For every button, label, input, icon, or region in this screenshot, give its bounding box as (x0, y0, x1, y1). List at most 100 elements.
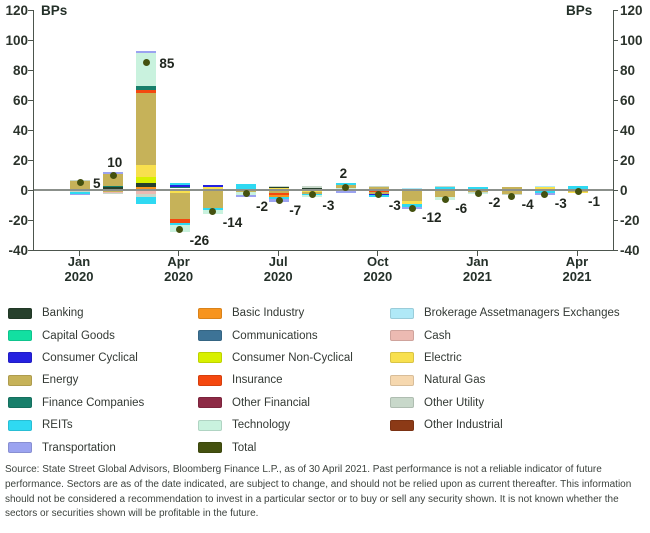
left-axis-tick (28, 189, 33, 191)
x-axis-label-2021-01: Jan 2021 (462, 254, 492, 284)
segment-electric (402, 201, 422, 204)
right-axis-tick (613, 189, 618, 191)
segment-electric (269, 188, 290, 190)
left-axis-tick-label: -40 (8, 242, 28, 258)
right-axis-tick-label: 80 (620, 62, 636, 78)
segment-other_utility (103, 192, 124, 195)
legend: Banking Capital Goods Consumer Cyclical Ene… (0, 302, 650, 459)
legend-column-2: Brokerage Assetmanagers Exchanges Cash Ele… (390, 302, 646, 459)
right-axis-tick-label: 120 (620, 2, 643, 18)
legend-item-electric: Electric (390, 347, 646, 369)
legend-item-natural_gas: Natural Gas (390, 369, 646, 391)
segment-other_utility (70, 190, 90, 193)
x-axis-tick (377, 251, 379, 256)
right-axis-tick-label: 40 (620, 122, 636, 138)
x-axis-tick (78, 251, 80, 256)
plot-area: 5 10 85 -26 -14 -2 -7 -3 2 -3 -12 -6 -2 -4 -3 -1 (33, 10, 614, 251)
legend-label: Brokerage Assetmanagers Exchanges (424, 307, 620, 320)
x-axis-label-2021-04: Apr 2021 (562, 254, 592, 284)
communications-swatch-icon (198, 330, 222, 342)
segment-energy (368, 187, 389, 190)
consumer_cyclical-swatch-icon (8, 352, 32, 364)
right-axis-tick-label: 20 (620, 152, 636, 168)
other_industrial-swatch-icon (390, 419, 414, 431)
segment-energy (103, 174, 124, 187)
left-axis-tick (28, 129, 33, 131)
left-axis-tick (28, 9, 33, 11)
segment-consumer_cyclical (202, 184, 223, 187)
segment-electric (534, 186, 555, 189)
segment-brokerage (402, 187, 422, 189)
finance_companies-swatch-icon (8, 397, 32, 409)
insurance-swatch-icon (198, 374, 222, 386)
consumer_non_cyclical-swatch-icon (198, 352, 222, 364)
right-axis-tick (613, 99, 618, 101)
right-axis-tick (613, 249, 618, 251)
segment-reits (468, 186, 489, 189)
value-label-2020-08: -3 (322, 197, 335, 213)
segment-energy (136, 92, 157, 165)
segment-other_utility (368, 186, 389, 187)
left-axis-tick-label: 0 (20, 182, 28, 198)
total-dot-2020-07 (275, 197, 283, 204)
legend-item-cash: Cash (390, 324, 646, 346)
left-axis-tick-label: 60 (12, 92, 28, 108)
segment-electric (169, 190, 190, 193)
left-axis-tick-label: 40 (12, 122, 28, 138)
left-axis-tick-label: -20 (8, 212, 28, 228)
transportation-swatch-icon (8, 442, 32, 454)
segment-reits (169, 182, 190, 185)
segment-consumer_non_cyclical (136, 176, 157, 183)
left-axis-unit: BPs (41, 3, 68, 18)
legend-label: Transportation (42, 441, 116, 454)
total-dot-2021-01 (474, 189, 482, 197)
segment-reits (136, 196, 157, 205)
basic_industry-swatch-icon (198, 307, 222, 319)
x-axis-tick (476, 251, 479, 256)
segment-other_utility (435, 186, 456, 188)
x-axis-tick (576, 251, 578, 256)
segment-reits (236, 184, 256, 190)
value-label-2020-07: -7 (289, 203, 302, 218)
segment-technology (136, 52, 157, 86)
legend-label: Natural Gas (424, 374, 486, 387)
right-axis-tick-label: -40 (620, 242, 640, 258)
segment-brokerage (534, 185, 555, 187)
left-axis-tick-label: 100 (5, 32, 28, 48)
right-axis-tick (613, 219, 618, 221)
total-dot-2021-02 (508, 192, 516, 200)
segment-insurance (368, 190, 389, 192)
left-axis-tick-label: 120 (5, 2, 28, 18)
right-axis-tick (613, 69, 618, 71)
segment-basic_industry (269, 194, 290, 197)
total-dot-2020-05 (209, 207, 217, 215)
left-axis-tick (28, 39, 33, 41)
legend-label: Technology (232, 419, 291, 432)
x-axis-label-2020-01: Jan 2020 (64, 254, 94, 284)
legend-label: Banking (42, 307, 84, 320)
x-axis-tick (277, 251, 279, 256)
x-axis-label-2020-07: Jul 2020 (263, 254, 293, 284)
legend-item-basic_industry: Basic Industry (198, 302, 390, 324)
cash-swatch-icon (390, 330, 414, 342)
segment-electric (302, 190, 323, 192)
value-label-2020-02: 10 (107, 155, 123, 170)
legend-item-total: Total (198, 436, 390, 458)
segment-electric (202, 186, 223, 189)
right-axis-tick (613, 159, 618, 161)
segment-energy (169, 192, 190, 219)
segment-reits (169, 223, 190, 226)
segment-energy (269, 190, 290, 193)
segment-energy (435, 190, 456, 198)
value-label-2020-11: -12 (422, 210, 442, 226)
segment-reits (70, 192, 90, 194)
left-axis-tick-label: 80 (12, 62, 28, 78)
other_utility-swatch-icon (390, 397, 414, 409)
legend-label: Total (232, 441, 257, 454)
value-label-2021-02: -4 (521, 197, 534, 212)
value-label-2020-01: 5 (93, 175, 101, 191)
segment-cash (103, 191, 124, 193)
segment-cash (136, 190, 157, 194)
segment-banking (103, 187, 124, 189)
left-axis-tick (28, 219, 33, 221)
